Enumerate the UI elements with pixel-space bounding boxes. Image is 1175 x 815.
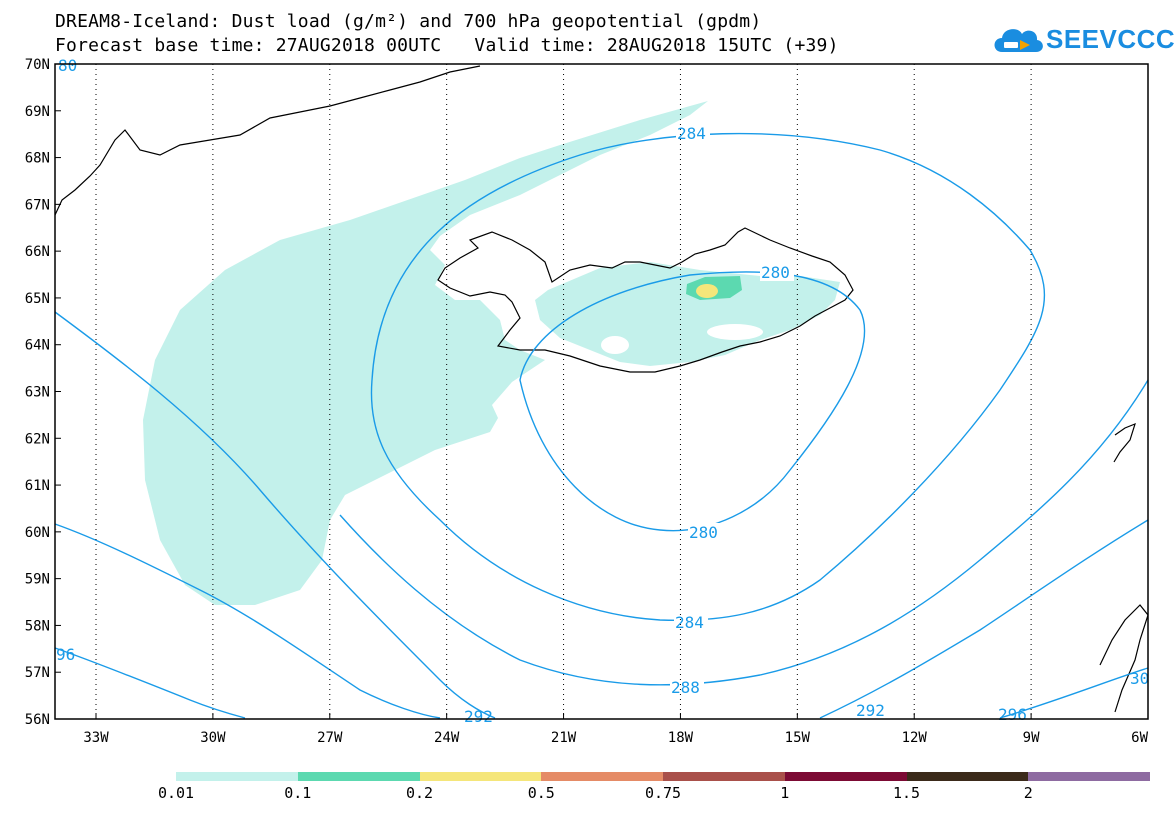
latitude-label: 66N: [25, 244, 50, 260]
colorbar-label: 0.1: [284, 784, 312, 802]
contour-296-right: [999, 667, 1149, 719]
colorbar-swatch: [784, 772, 907, 781]
logo-text: SEEVCCC: [1046, 24, 1175, 54]
contour-label: 280: [761, 263, 790, 282]
contour-292-left: [54, 311, 496, 719]
longitude-label: 12W: [902, 730, 928, 746]
colorbar-swatch: [663, 772, 785, 781]
faroe-coast: [1113, 422, 1136, 463]
longitude-label: 15W: [785, 730, 811, 746]
colorbar-label: 1: [780, 784, 790, 802]
latitude-label: 60N: [25, 525, 50, 541]
contour-label: 80: [58, 56, 77, 75]
latitude-label: 69N: [25, 104, 50, 120]
colorbar-label: 0.5: [527, 784, 555, 802]
colorbar-label: 1.5: [892, 784, 921, 802]
map-title: DREAM8-Iceland: Dust load (g/m²) and 700…: [55, 11, 762, 32]
colorbar-label: 0.01: [157, 784, 195, 802]
latitude-label: 57N: [25, 665, 50, 681]
contour-labels: 284 280 280 284 288 292 292 96 296 80 30: [56, 56, 1149, 726]
longitude-label: 27W: [317, 730, 343, 746]
longitude-label: 9W: [1023, 730, 1040, 746]
colorbar-label: 0.2: [405, 784, 434, 802]
latitude-label: 63N: [25, 385, 50, 401]
colorbar-label: 0.75: [644, 784, 682, 802]
scotland-coast: [1099, 604, 1149, 713]
longitude-label: 6W: [1131, 730, 1148, 746]
contour-label: 292: [464, 707, 493, 726]
contour-296-left: [54, 523, 441, 719]
latitude-label: 67N: [25, 197, 50, 213]
latitude-label: 61N: [25, 478, 50, 494]
latitude-label: 58N: [25, 618, 50, 634]
longitude-label: 24W: [434, 730, 460, 746]
dust-gap: [601, 336, 629, 354]
contour-label: 280: [689, 523, 718, 542]
colorbar-swatch: [419, 772, 542, 781]
contour-label: 292: [856, 701, 885, 720]
greenland-coast: [54, 65, 481, 216]
contour-label: 30: [1130, 669, 1149, 688]
contour-288: [339, 379, 1149, 686]
contour-300-left: [54, 647, 246, 719]
latitude-label: 64N: [25, 338, 50, 354]
longitude-label: 30W: [200, 730, 226, 746]
longitude-label: 33W: [83, 730, 109, 746]
contour-label: 288: [671, 678, 700, 697]
latitude-label: 70N: [25, 57, 50, 73]
contour-label: 284: [677, 124, 706, 143]
iceland-coast: [437, 227, 854, 373]
contour-label: 96: [56, 645, 75, 664]
contour-label: 296: [998, 705, 1027, 724]
contour-label: 284: [675, 613, 704, 632]
seevccc-logo: SEEVCCC: [990, 20, 1175, 60]
longitude-label: 21W: [551, 730, 577, 746]
dust-gap: [707, 324, 763, 340]
contour-292-right: [819, 519, 1149, 719]
colorbar-swatch: [541, 772, 663, 781]
longitude-label: 18W: [668, 730, 694, 746]
latitude-label: 68N: [25, 151, 50, 167]
latitude-axis: 70N 69N 68N 67N 66N 65N 64N 63N 62N 61N 60N 59N 58N 5…: [25, 57, 61, 728]
latitude-label: 59N: [25, 572, 50, 588]
colorbar-swatch: [1028, 772, 1150, 781]
cloud-icon: [994, 29, 1043, 52]
dust-level-0.2-region: [696, 284, 718, 298]
latitude-label: 56N: [25, 712, 50, 728]
colorbar-swatch: [176, 772, 298, 781]
colorbar-swatch: [906, 772, 1029, 781]
latitude-label: 62N: [25, 431, 50, 447]
map-subtitle: Forecast base time: 27AUG2018 00UTC Vali…: [55, 35, 839, 56]
geopotential-contours: [54, 132, 1149, 719]
dust-iceland-region: [535, 262, 840, 366]
longitude-axis: 33W 30W 27W 24W 21W 18W 15W 12W 9W 6W: [83, 713, 1149, 746]
dust-plume-region: [143, 101, 708, 605]
latitude-label: 65N: [25, 291, 50, 307]
contour-280: [519, 271, 866, 532]
colorbar-label: 2: [1023, 784, 1033, 802]
contour-284: [370, 132, 1046, 621]
gridlines: [95, 64, 1032, 719]
colorbar-swatch: [297, 772, 420, 781]
